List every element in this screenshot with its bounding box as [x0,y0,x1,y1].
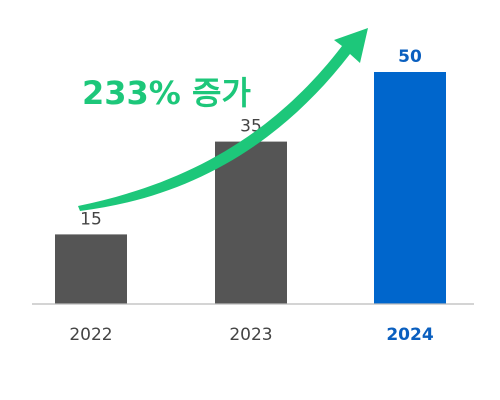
x-tick-label-2022: 2022 [69,325,112,345]
bar-2022 [55,234,127,304]
value-label-2024: 50 [398,47,422,67]
bar-2024 [374,72,446,304]
bar-2023 [215,141,287,304]
x-tick-label-2024: 2024 [386,325,433,345]
value-label-2022: 15 [80,209,102,229]
bars-layer [55,72,446,304]
x-tick-label-2023: 2023 [229,325,272,345]
growth-annotation: 233% 증가 [82,74,251,112]
tick-labels-layer: 2022 2023 2024 [69,325,433,345]
